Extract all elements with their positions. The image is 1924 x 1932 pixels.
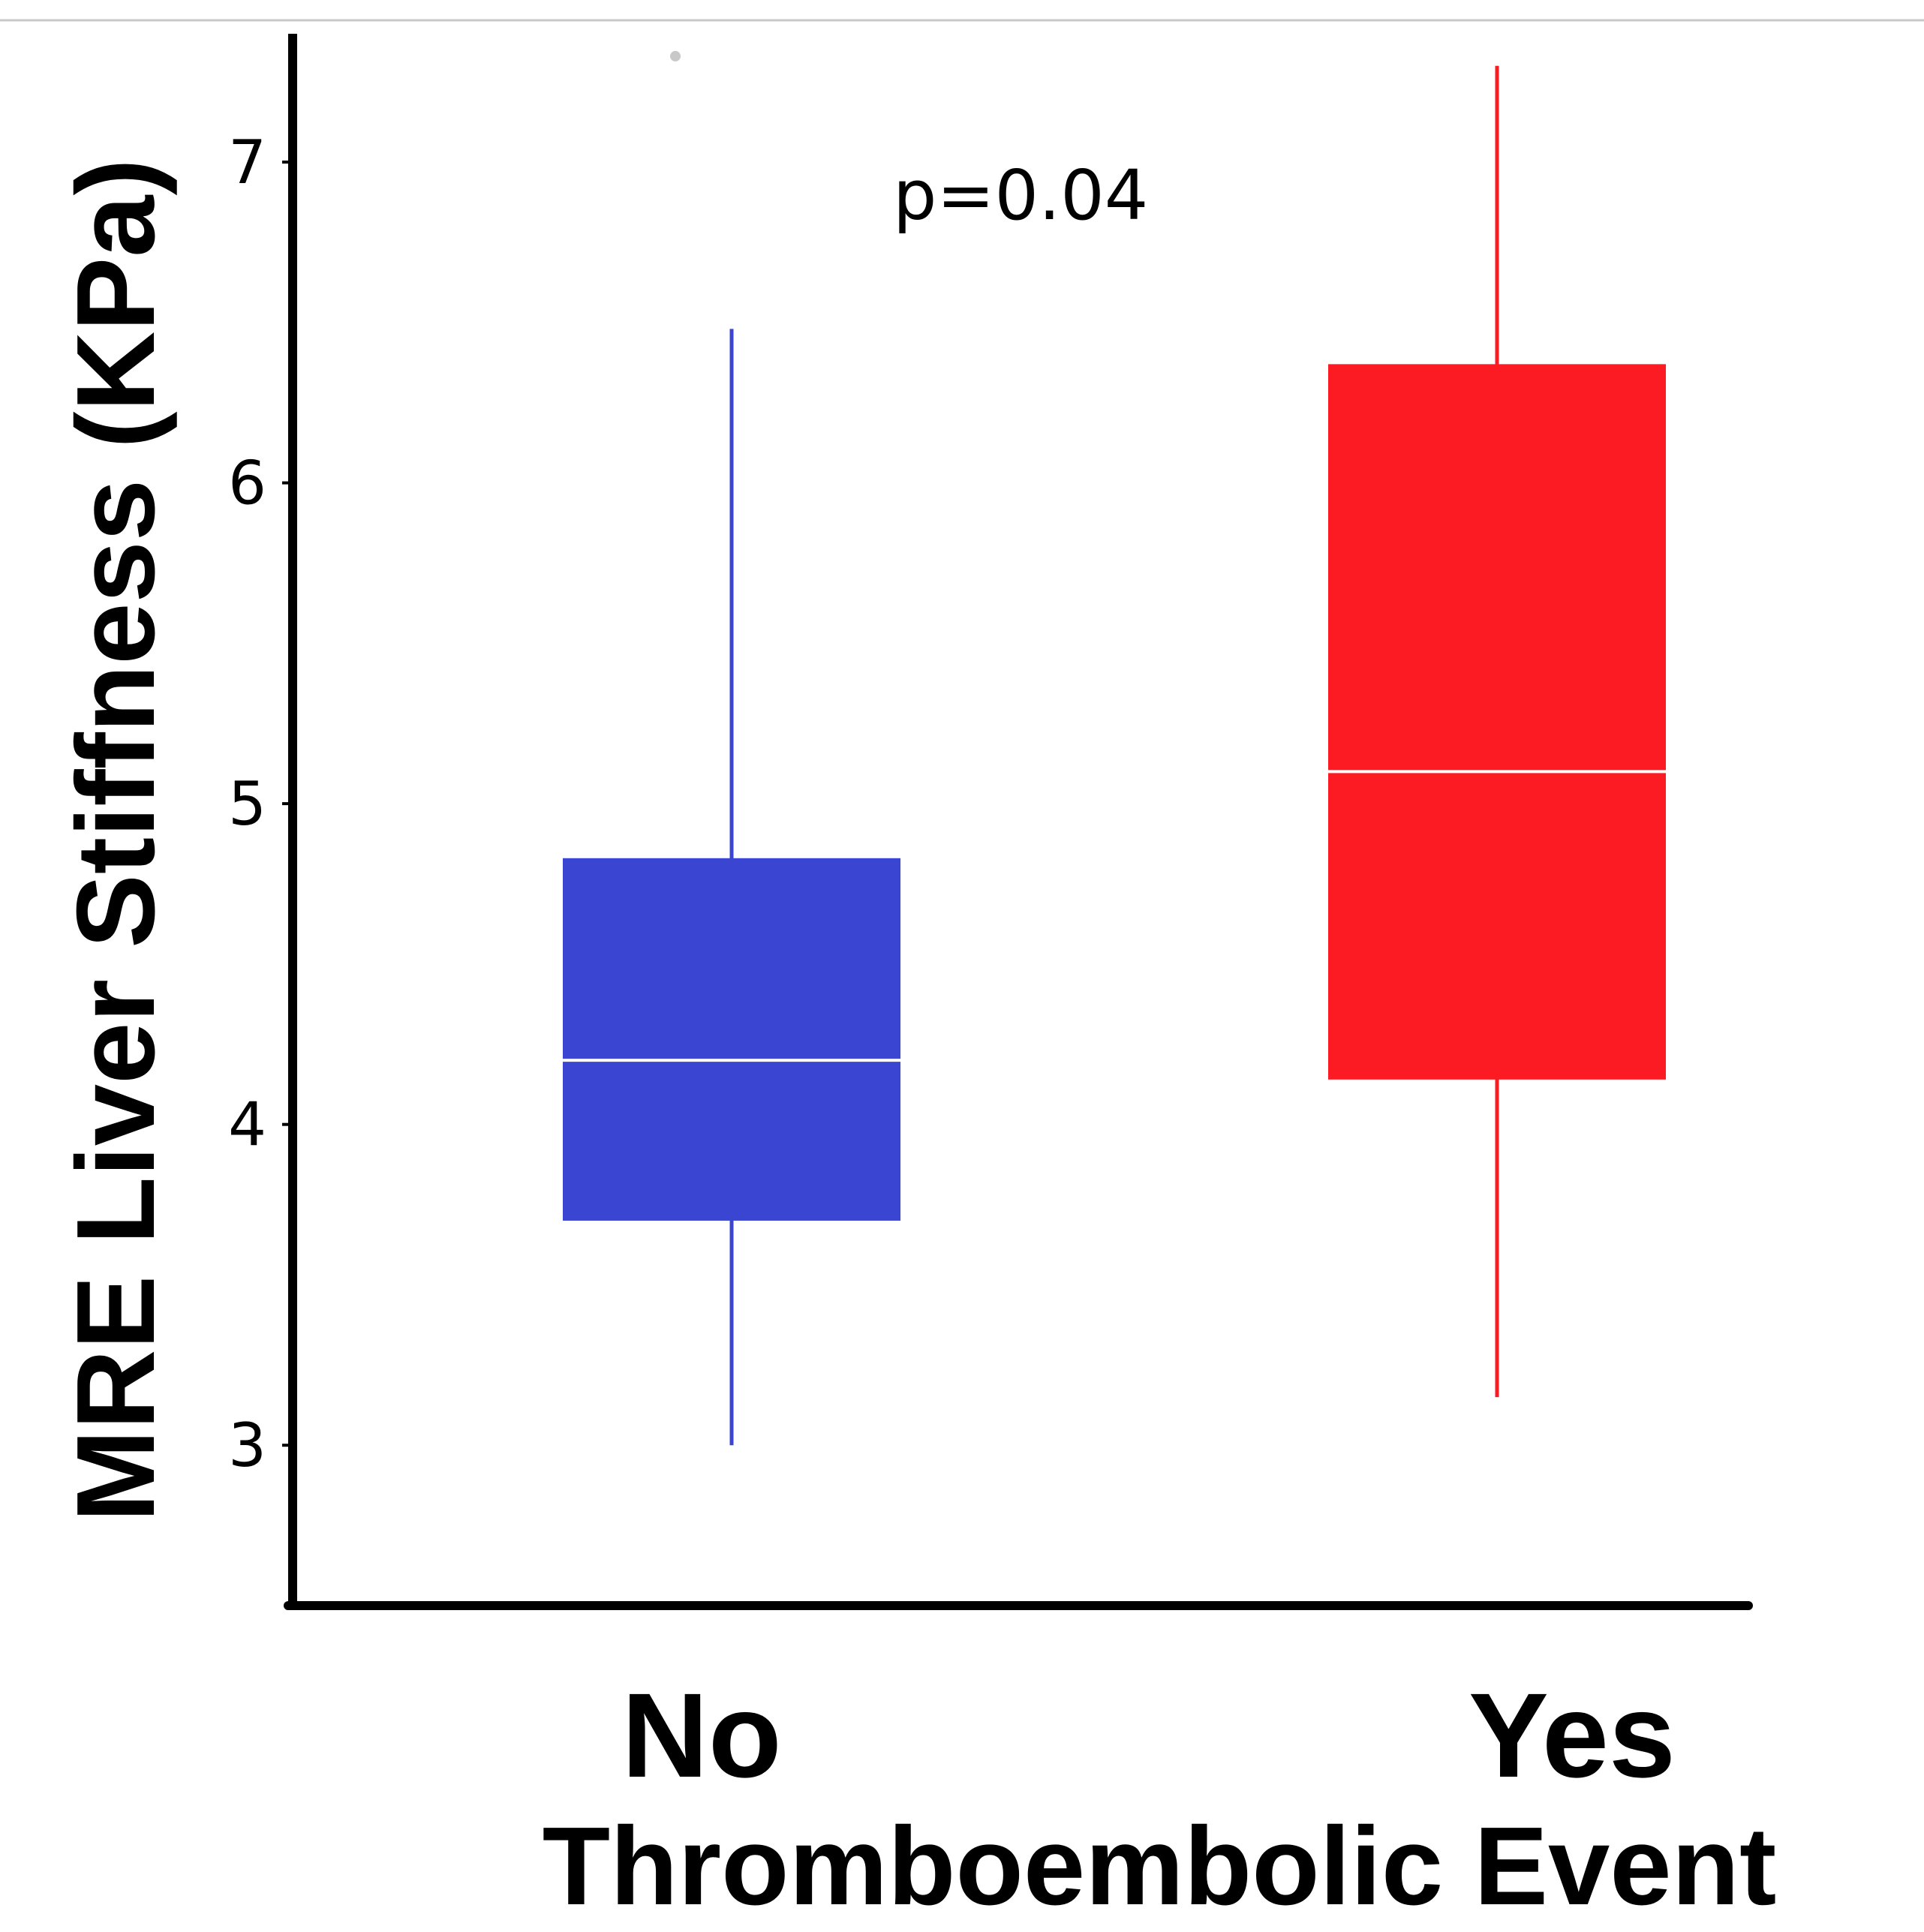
x-axis-categories: No Yes xyxy=(621,1668,1676,1802)
p-value-annotation: p=0.04 xyxy=(893,155,1148,236)
x-category-label-no: No xyxy=(621,1668,781,1802)
y-tick-label-3: 3 xyxy=(228,1411,266,1480)
x-axis-title: Thromboembolic Event xyxy=(543,1804,1777,1928)
box-body-no xyxy=(563,858,900,1221)
y-axis-ticks: 3 4 5 6 7 xyxy=(228,128,293,1480)
box-yes xyxy=(1328,65,1666,1398)
y-tick-label-6: 6 xyxy=(228,449,266,518)
plot-area xyxy=(563,50,1666,1446)
y-axis-title: MRE Liver Stiffness (KPa) xyxy=(54,158,178,1522)
y-tick-label-7: 7 xyxy=(228,128,266,197)
y-tick-label-4: 4 xyxy=(228,1090,266,1160)
y-tick-label-5: 5 xyxy=(228,769,266,839)
outlier-no-0 xyxy=(670,50,681,62)
box-no xyxy=(563,50,900,1446)
x-category-label-yes: Yes xyxy=(1469,1668,1676,1802)
box-body-yes xyxy=(1328,364,1666,1080)
